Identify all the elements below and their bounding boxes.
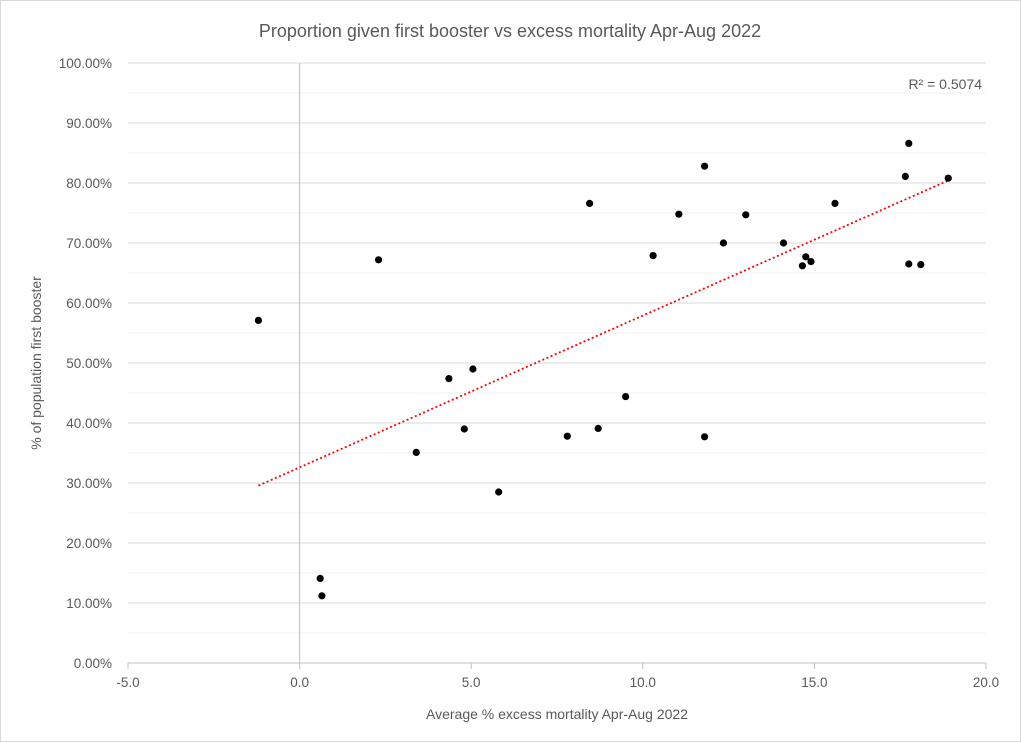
data-point	[469, 365, 477, 373]
x-tick-label: 10.0	[630, 675, 656, 690]
y-tick-label: 70.00%	[66, 236, 112, 251]
data-point	[495, 488, 503, 496]
data-point	[905, 260, 913, 268]
data-point	[831, 199, 839, 207]
data-point	[254, 316, 263, 324]
data-point	[905, 139, 913, 147]
y-tick-label: 20.00%	[66, 536, 112, 551]
data-point	[675, 210, 683, 218]
data-points	[254, 139, 952, 600]
data-point	[700, 162, 709, 170]
x-tick-label: -5.0	[116, 675, 139, 690]
data-point	[802, 253, 810, 261]
y-tick-label: 60.00%	[66, 296, 112, 311]
y-tick-label: 100.00%	[59, 56, 112, 71]
x-tick-label: 0.0	[290, 675, 309, 690]
r-squared-label: R² = 0.5074	[908, 76, 982, 92]
data-point	[460, 425, 468, 433]
x-axis-label: Average % excess mortality Apr-Aug 2022	[426, 706, 688, 722]
data-point	[563, 432, 571, 440]
data-point	[445, 375, 453, 383]
major-gridlines	[128, 62, 986, 604]
data-point	[807, 258, 815, 266]
data-point	[719, 239, 728, 247]
y-tick-labels: 0.00% 10.00% 20.00% 30.00% 40.00% 50.00% 60.00…	[59, 56, 112, 671]
data-point	[594, 424, 602, 432]
x-tick-labels: -5.0 0.0 5.0 10.0 15.0 20.0	[116, 675, 999, 690]
data-point	[944, 174, 952, 182]
data-point	[586, 199, 594, 207]
data-point	[917, 261, 925, 269]
x-tick-label: 5.0	[462, 675, 481, 690]
y-axis-label: % of population first booster	[28, 276, 44, 450]
y-tick-label: 50.00%	[66, 356, 112, 371]
data-point	[622, 393, 630, 401]
data-point	[742, 211, 750, 219]
x-tick-label: 15.0	[801, 675, 827, 690]
data-point	[649, 252, 657, 260]
x-tick-label: 20.0	[973, 675, 999, 690]
data-point	[779, 239, 788, 247]
data-point	[316, 574, 324, 583]
axes	[127, 63, 987, 669]
y-tick-label: 40.00%	[66, 416, 112, 431]
data-point	[901, 172, 909, 180]
y-tick-label: 80.00%	[66, 176, 112, 191]
data-point	[798, 262, 806, 270]
minor-gridlines	[128, 92, 986, 634]
data-point	[318, 592, 326, 600]
y-tick-label: 90.00%	[66, 116, 112, 131]
data-point	[374, 256, 383, 264]
chart-title: Proportion given first booster vs excess…	[259, 21, 761, 41]
y-tick-label: 30.00%	[66, 476, 112, 491]
data-point	[412, 448, 420, 456]
data-point	[700, 433, 709, 441]
y-tick-label: 10.00%	[66, 596, 112, 611]
y-tick-label: 0.00%	[74, 656, 112, 671]
